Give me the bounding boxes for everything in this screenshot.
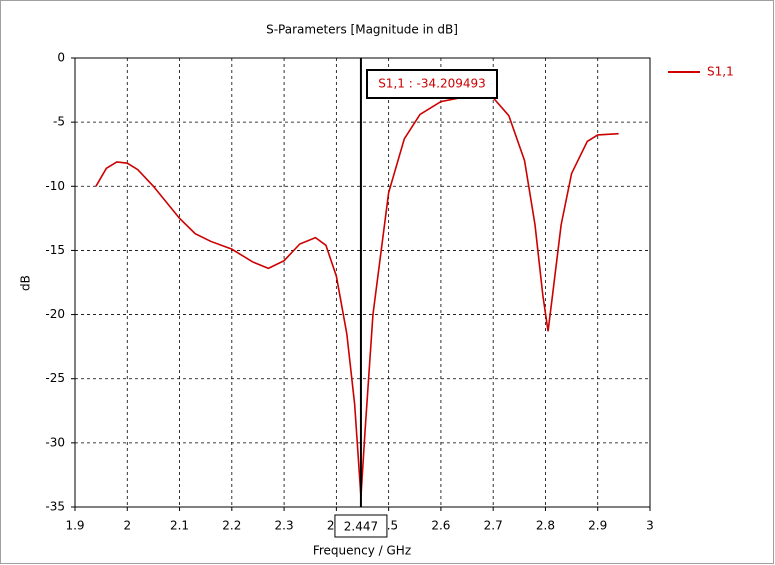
chart-title: S-Parameters [Magnitude in dB] [266,23,458,37]
marker-annotation-box [366,69,498,99]
x-tick-label: 2.3 [275,519,294,533]
y-tick-label: 0 [57,51,65,65]
y-tick-label: -20 [45,307,65,321]
x-tick-label: 2 [123,519,131,533]
x-tick-label: 2.1 [170,519,189,533]
y-tick-label: -30 [45,435,65,449]
marker-x-box [334,514,388,538]
marker-annotation: S1,1 : -34.209493 [378,77,486,91]
x-axis-label: Frequency / GHz [313,544,411,558]
y-tick-label: -35 [45,500,65,514]
x-tick-label: 3 [646,519,654,533]
legend-label: S1,1 [707,65,734,79]
x-tick-label: 1.9 [65,519,84,533]
y-tick-label: -10 [45,179,65,193]
x-tick-label: 2.7 [484,519,503,533]
x-tick-label: 2.2 [222,519,241,533]
plot-area [75,58,650,507]
x-tick-label: 2.9 [588,519,607,533]
x-tick-label: 2.8 [536,519,555,533]
y-tick-label: -15 [45,243,65,257]
y-tick-label: -25 [45,371,65,385]
y-axis-label: dB [19,275,33,291]
y-tick-label: -5 [53,115,65,129]
x-tick-label: 2.6 [431,519,450,533]
marker-x-label: 2.447 [344,520,378,534]
plot-border [74,57,651,508]
